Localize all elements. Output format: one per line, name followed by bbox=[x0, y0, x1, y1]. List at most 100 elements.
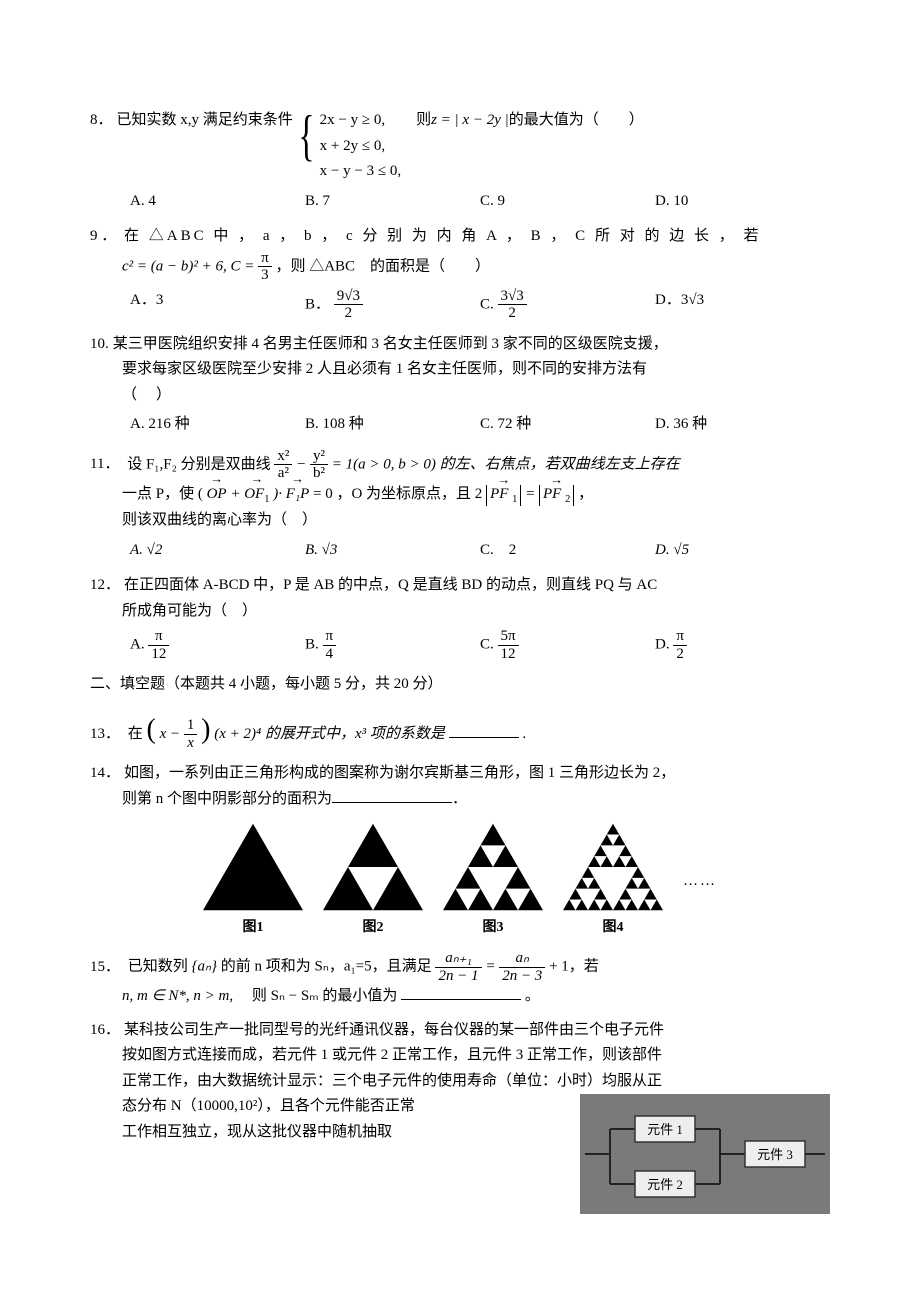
plus-sign: + bbox=[230, 486, 244, 502]
sierp-lbl-4: 图4 bbox=[563, 916, 663, 940]
q12-c: C. 5π12 bbox=[480, 628, 655, 662]
q16-l1: 某科技公司生产一批同型号的光纤通讯仪器，每台仪器的某一部件由三个电子元件 bbox=[124, 1022, 664, 1038]
frac-n: aₙ bbox=[499, 950, 545, 968]
q9-l2a: c² = (a − b)² + 6, C = bbox=[122, 258, 258, 274]
sierpinski-row: 图1 图2 图3 图4 …… bbox=[90, 822, 830, 940]
dot-sign: )· bbox=[273, 486, 282, 502]
eq-sign: = bbox=[525, 486, 539, 502]
q10-opt-a: A. 216 种 bbox=[130, 412, 305, 438]
q8-sys-2: x + 2y ≤ 0, bbox=[320, 138, 385, 154]
svg-text:元件 3: 元件 3 bbox=[757, 1147, 793, 1162]
q10-num: 10. bbox=[90, 336, 109, 352]
q12-c-pre: C. bbox=[480, 637, 498, 653]
q14-l3: ． bbox=[452, 791, 467, 807]
frac-n: aₙ₊₁ bbox=[435, 950, 481, 968]
frac-d: 2 bbox=[498, 305, 527, 322]
question-8: 8． 已知实数 x,y 满足约束条件 { 2x − y ≥ 0, x + 2y … bbox=[90, 108, 830, 214]
frac-n: π bbox=[258, 250, 272, 268]
sierp-lbl-2: 图2 bbox=[323, 916, 423, 940]
frac-d: 3 bbox=[258, 267, 272, 284]
q10-opt-c: C. 72 种 bbox=[480, 412, 655, 438]
q9-frac-c: π 3 bbox=[258, 250, 272, 284]
question-16: 16．某科技公司生产一批同型号的光纤通讯仪器，每台仪器的某一部件由三个电子元件 … bbox=[90, 1018, 830, 1146]
q15-l2a: n, m ∈ N*, n > m, bbox=[122, 988, 233, 1004]
q13-c: . bbox=[522, 726, 526, 742]
q15-l1a: 已知数列 bbox=[128, 959, 188, 975]
q10-options: A. 216 种 B. 108 种 C. 72 种 D. 36 种 bbox=[130, 412, 830, 438]
q12-num: 12． bbox=[90, 577, 120, 593]
eq-sign: = bbox=[485, 959, 499, 975]
q11-c: C. 2 bbox=[480, 538, 655, 564]
q11-b: B. √3 bbox=[305, 538, 480, 564]
q15-l2b: 则 Sₙ − Sₘ 的最小值为 bbox=[237, 988, 397, 1004]
sierpinski-3-icon bbox=[443, 822, 543, 912]
frac-n: π bbox=[323, 628, 337, 646]
vec-of1-txt: OF bbox=[244, 486, 264, 502]
frac-d: 12 bbox=[148, 646, 169, 663]
q10-opt-d: D. 36 种 bbox=[655, 412, 830, 438]
sub-1: 1 bbox=[264, 494, 269, 505]
frac-d: 2 bbox=[673, 646, 687, 663]
frac-d: 4 bbox=[323, 646, 337, 663]
abs-pf2: PF 2 bbox=[539, 485, 574, 507]
q8-opt-b: B. 7 bbox=[305, 189, 480, 215]
q9-head: 在 △ABC 中 ， a ， b ， c 分 别 为 内 角 A ， B ， C… bbox=[124, 228, 761, 244]
q10-l3: （ ） bbox=[122, 383, 830, 409]
q15-l1b: 的前 n 项和为 Sₙ，a₁=5，且满足 bbox=[221, 959, 436, 975]
frac-n: 9√3 bbox=[334, 288, 363, 306]
sierpinski-4-icon bbox=[563, 822, 663, 912]
big-paren-r: ) bbox=[201, 714, 210, 745]
q9-c-pre: C. bbox=[480, 296, 498, 312]
q16-l5: 工作相互独立，现从这批仪器中随机抽取 bbox=[122, 1120, 562, 1146]
sierp-3: 图3 bbox=[443, 822, 543, 940]
pf2-txt: PF bbox=[543, 486, 561, 502]
q14-l1: 如图，一系列由正三角形构成的图案称为谢尔宾斯基三角形，图 1 三角形边长为 2， bbox=[124, 765, 675, 781]
q12-l2: 所成角可能为（ ） bbox=[122, 599, 830, 625]
q15-l1c: + 1，若 bbox=[549, 959, 599, 975]
vec-of1: OF1 bbox=[244, 482, 269, 509]
q11-l2c: ， bbox=[578, 486, 593, 502]
svg-text:元件 2: 元件 2 bbox=[647, 1177, 683, 1192]
q11-options: A. √2 B. √3 C. 2 D. √5 bbox=[130, 538, 830, 564]
q8-system: 2x − y ≥ 0, x + 2y ≤ 0, x − y − 3 ≤ 0, bbox=[320, 108, 401, 185]
q8-opt-a: A. 4 bbox=[130, 189, 305, 215]
question-14: 14．如图，一系列由正三角形构成的图案称为谢尔宾斯基三角形，图 1 三角形边长为… bbox=[90, 761, 830, 940]
q13-num: 13． bbox=[90, 726, 120, 742]
q13-blank bbox=[449, 722, 519, 738]
frac-d: 2n − 3 bbox=[499, 968, 545, 985]
q8-post: 的最大值为（ ） bbox=[509, 108, 644, 134]
q9-opt-d: D．3√3 bbox=[655, 288, 830, 322]
frac-d: b² bbox=[310, 465, 328, 482]
sierpinski-1-icon bbox=[203, 822, 303, 912]
q12-a: A. π12 bbox=[130, 628, 305, 662]
frac-n: π bbox=[148, 628, 169, 646]
q8-expr: z = | x − 2y | bbox=[431, 108, 509, 134]
sierp-1: 图1 bbox=[203, 822, 303, 940]
q12-a-pre: A. bbox=[130, 637, 148, 653]
svg-text:元件 1: 元件 1 bbox=[647, 1122, 683, 1137]
vec-op: OP bbox=[207, 482, 227, 508]
frac-n: 3√3 bbox=[498, 288, 527, 306]
frac-d: 12 bbox=[498, 646, 519, 663]
sierp-lbl-3: 图3 bbox=[443, 916, 543, 940]
q11-l3: 则该双曲线的离心率为（ ） bbox=[122, 508, 830, 534]
question-15: 15． 已知数列 {aₙ} 的前 n 项和为 Sₙ，a₁=5，且满足 aₙ₊₁2… bbox=[90, 950, 830, 1010]
q9-l2b: ，则 △ABC 的面积是（ ） bbox=[275, 258, 490, 274]
q8-sys-3: x − y − 3 ≤ 0, bbox=[320, 163, 401, 179]
q16-l2: 按如图方式连接而成，若元件 1 或元件 2 正常工作，且元件 3 正常工作，则该… bbox=[122, 1043, 830, 1069]
q8-num: 8． bbox=[90, 108, 113, 134]
big-paren-l: ( bbox=[147, 714, 156, 745]
frac-n: 5π bbox=[498, 628, 519, 646]
q15-l2c: 。 bbox=[525, 988, 540, 1004]
q14-blank bbox=[332, 787, 452, 803]
q11-num: 11． bbox=[90, 456, 119, 472]
q10-l2: 要求每家区级医院至少安排 2 人且必须有 1 名女主任医师，则不同的安排方法有 bbox=[122, 357, 830, 383]
sub-1: 1 bbox=[512, 494, 517, 505]
q15-blank bbox=[401, 984, 521, 1000]
frac-n: y² bbox=[310, 448, 328, 466]
q8-options: A. 4 B. 7 C. 9 D. 10 bbox=[130, 189, 830, 215]
q12-b: B. π4 bbox=[305, 628, 480, 662]
question-9: 9 ． 在 △ABC 中 ， a ， b ， c 分 别 为 内 角 A ， B… bbox=[90, 224, 830, 322]
q16-l4: 态分布 N（10000,10²），且各个元件能否正常 bbox=[122, 1094, 562, 1120]
question-12: 12．在正四面体 A-BCD 中，P 是 AB 的中点，Q 是直线 BD 的动点… bbox=[90, 573, 830, 662]
